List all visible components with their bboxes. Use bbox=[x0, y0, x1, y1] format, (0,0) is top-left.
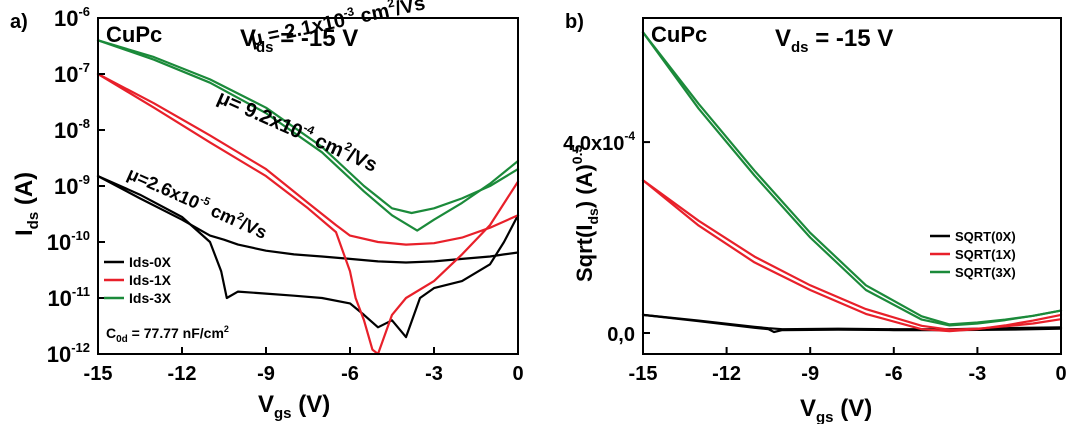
panel-b-y-tick-label: 4,0x10-4 bbox=[563, 129, 635, 155]
panel-b-plot-frame bbox=[642, 17, 1062, 355]
panel-b-x-axis-label: Vgs (V) bbox=[800, 395, 872, 424]
panel-b-label: b) bbox=[565, 11, 584, 33]
panel-a-y-tick-label: 10-6 bbox=[54, 4, 90, 31]
panel-b: b) -15 -12 -9 -6 -3 0 0,0 4,0x10-4 CuPc Vds = … bbox=[563, 11, 1066, 424]
panel-a-x-tick-label: -12 bbox=[168, 363, 197, 385]
panel-a-x-tick-label: -9 bbox=[257, 363, 275, 385]
panel-b-x-tick-label: -6 bbox=[885, 363, 903, 385]
panel-b-series-sqrt-1x--3 bbox=[641, 179, 1063, 333]
panel-a-series-ids-1x-3 bbox=[96, 72, 520, 356]
panel-a-y-tick-label: 10-10 bbox=[47, 228, 90, 255]
panel-a-series-ids-1x-2 bbox=[96, 72, 520, 246]
panel-a-y-tick-label: 10-12 bbox=[47, 340, 90, 367]
panel-b-x-ticks: -15 -12 -9 -6 -3 0 bbox=[629, 347, 1067, 385]
panel-b-x-tick-label: -15 bbox=[629, 363, 658, 385]
panel-a-y-tick-label: 10-11 bbox=[47, 284, 90, 311]
panel-b-series-sqrt-3x--5 bbox=[641, 31, 1063, 327]
panel-a-y-axis-label: Ids (A) bbox=[11, 172, 42, 236]
panel-b-y-ticks: 0,0 4,0x10-4 bbox=[563, 129, 650, 346]
panel-b-y-axis-label: Sqrt(Ids) (A)0.5 bbox=[569, 145, 601, 282]
panel-a-x-tick-label: -15 bbox=[84, 363, 113, 385]
panel-a-x-axis-label: Vgs (V) bbox=[258, 391, 330, 422]
panel-a-x-tick-label: -6 bbox=[341, 363, 359, 385]
panel-a-y-tick-label: 10-8 bbox=[54, 116, 90, 143]
panel-a-vds-label: Vds = -15 V bbox=[240, 25, 358, 56]
panel-a-series-ids-0x-0 bbox=[96, 175, 520, 264]
panel-a-capacitance-label: C0d = 77.77 nF/cm2 bbox=[106, 324, 229, 345]
panel-b-legend-label: SQRT(1X) bbox=[955, 247, 1016, 262]
panel-a: a) -15 -12 -9 -6 -3 0 10-12 10-11 10-10 10-9 10-8… bbox=[10, 0, 524, 422]
panel-a-legend: Ids-0X Ids-1X Ids-3X bbox=[104, 254, 172, 306]
panel-a-label: a) bbox=[10, 11, 28, 33]
panel-b-series-sqrt-3x--4 bbox=[641, 31, 1063, 326]
panel-b-x-tick-label: -3 bbox=[969, 363, 987, 385]
panel-b-material-label: CuPc bbox=[651, 22, 707, 47]
panel-a-y-tick-label: 10-9 bbox=[54, 172, 90, 199]
panel-a-series-ids-0x-1 bbox=[96, 175, 520, 339]
panel-b-legend-label: SQRT(3X) bbox=[955, 265, 1016, 280]
panel-a-annotation-mu-1x: μ= 9.2x10-4 cm2/Vs bbox=[214, 84, 382, 177]
panel-b-y-tick-label: 0,0 bbox=[607, 324, 635, 346]
panel-a-curves bbox=[96, 39, 520, 356]
panel-a-legend-label: Ids-1X bbox=[129, 272, 172, 288]
panel-b-x-tick-label: -12 bbox=[712, 363, 741, 385]
panel-a-x-tick-label: -3 bbox=[425, 363, 443, 385]
panel-b-legend: SQRT(0X) SQRT(1X) SQRT(3X) bbox=[930, 229, 1016, 280]
panel-b-legend-label: SQRT(0X) bbox=[955, 229, 1016, 244]
panel-a-series-ids-3x-5 bbox=[96, 39, 520, 232]
panel-a-legend-label: Ids-3X bbox=[129, 290, 172, 306]
panel-a-x-ticks: -15 -12 -9 -6 -3 0 bbox=[84, 347, 524, 385]
panel-a-material-label: CuPc bbox=[106, 22, 162, 47]
panel-b-series-sqrt-1x--2 bbox=[641, 179, 1063, 331]
panel-a-legend-label: Ids-0X bbox=[129, 254, 172, 270]
panel-b-vds-label: Vds = -15 V bbox=[775, 25, 893, 56]
panel-b-x-tick-label: 0 bbox=[1055, 363, 1066, 385]
panel-a-series-ids-3x-4 bbox=[96, 39, 520, 215]
panel-a-y-ticks: 10-12 10-11 10-10 10-9 10-8 10-7 10-6 bbox=[47, 4, 105, 367]
panel-b-x-tick-label: -9 bbox=[801, 363, 819, 385]
panel-a-x-tick-label: 0 bbox=[512, 363, 523, 385]
panel-b-curves bbox=[641, 31, 1063, 334]
panel-a-y-tick-label: 10-7 bbox=[54, 60, 90, 87]
